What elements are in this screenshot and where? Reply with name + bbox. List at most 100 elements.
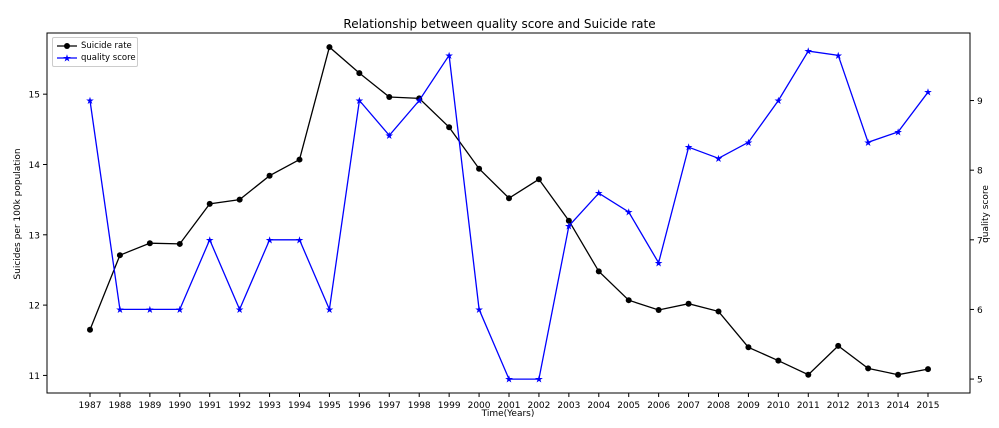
suicide-rate-point [296,156,303,163]
quality-score-point: ★ [355,96,364,107]
suicide-rate-point [745,344,752,351]
quality-score-point: ★ [415,96,424,107]
x-tick-label: 1996 [348,401,371,411]
quality-score-point: ★ [834,51,843,62]
x-tick-label: 2004 [587,401,610,411]
suicide-rate-point [895,371,902,378]
quality-score-point: ★ [265,235,274,246]
x-tick-label: 1992 [228,401,251,411]
x-tick-label: 1998 [408,401,431,411]
y-left-tick-label: 14 [29,161,41,171]
y-right-tick-label: 5 [977,376,983,386]
suicide-rate-point [535,176,542,183]
quality-score-point: ★ [894,127,903,138]
legend-line-circle-icon [57,43,77,49]
x-tick-label: 2013 [857,401,880,411]
quality-score-point: ★ [295,235,304,246]
quality-score-point: ★ [714,154,723,165]
x-tick-label: 1989 [138,401,161,411]
suicide-rate-point [506,195,512,202]
suicide-rate-point [446,124,453,131]
suicide-rate-point [865,365,872,372]
quality-score-point: ★ [774,96,783,107]
x-tick-label: 2002 [527,401,550,411]
x-tick-label: 2009 [737,401,760,411]
quality-score-point: ★ [864,138,873,149]
suicide-rate-point [116,252,123,259]
x-tick-label: 1995 [318,401,341,411]
quality-score-point: ★ [804,47,813,58]
quality-score-point: ★ [325,305,334,316]
y-right-tick-label: 8 [977,167,983,177]
y-right-tick-label: 7 [977,236,983,246]
suicide-rate-point [266,172,273,179]
quality-score-point: ★ [654,258,663,269]
chart-title: Relationship between quality score and S… [343,17,656,31]
y-right-tick-label: 9 [977,97,983,107]
quality-score-point: ★ [175,305,184,316]
quality-score-point: ★ [385,131,394,142]
x-tick-label: 2000 [468,401,491,411]
x-tick-label: 2008 [707,401,730,411]
y-axis-left-ticks: 11 12 13 14 15 [29,91,47,382]
legend-entry-quality-score: ★ quality score [57,52,136,64]
x-tick-label: 2010 [767,401,790,411]
suicide-rate-point [805,371,812,378]
legend-label-suicide-rate: Suicide rate [81,41,132,51]
suicide-rate-point [326,44,333,51]
y-left-tick-label: 15 [29,91,40,101]
x-axis-label: Time(Years) [481,409,535,419]
x-tick-label: 2012 [827,401,850,411]
y-axis-right-ticks: 5 6 7 8 9 [970,97,983,386]
quality-score-point: ★ [684,143,693,154]
x-tick-label: 2015 [917,401,940,411]
x-tick-label: 2003 [557,401,580,411]
suicide-rate-point [565,217,572,224]
legend-entry-suicide-rate: Suicide rate [57,40,132,52]
x-tick-label: 1999 [438,401,461,411]
suicide-rate-point [236,196,243,203]
quality-score-point: ★ [564,221,573,232]
y-left-tick-label: 13 [29,231,40,241]
x-tick-label: 1993 [258,401,281,411]
suicide-rate-point [386,93,393,100]
quality-score-point: ★ [624,207,633,218]
suicide-rate-point [595,268,602,275]
suicide-rate-point [835,342,842,349]
suicide-rate-point [625,297,632,304]
legend: Suicide rate ★ quality score [52,37,138,67]
suicide-rate-point [356,70,363,77]
series-line-quality-score [89,50,929,380]
legend-line-star-icon: ★ [57,54,77,64]
quality-score-point: ★ [445,51,454,62]
x-tick-label: 2006 [647,401,670,411]
y-left-tick-label: 11 [29,372,40,382]
suicide-rate-point [476,165,483,172]
quality-score-point: ★ [505,375,514,386]
x-tick-label: 2001 [498,401,521,411]
y-left-tick-label: 12 [29,302,40,312]
legend-label-quality-score: quality score [81,53,136,63]
suicide-rate-point [775,357,782,364]
quality-score-point: ★ [205,235,214,246]
quality-score-point: ★ [86,96,95,107]
y-right-tick-label: 6 [977,306,983,316]
suicide-rate-point [925,366,931,373]
x-tick-label: 1990 [168,401,191,411]
quality-score-point: ★ [115,305,124,316]
quality-score-point: ★ [145,305,154,316]
x-tick-label: 2014 [887,401,910,411]
suicide-rate-point [146,240,153,247]
suicide-rate-point [87,326,93,333]
quality-score-point: ★ [594,189,603,200]
quality-score-point: ★ [534,375,543,386]
x-tick-label: 1991 [198,401,221,411]
svg-text:★: ★ [63,54,72,64]
suicide-rate-point [715,308,722,315]
suicide-rate-point [685,300,692,307]
suicide-rate-point [176,240,183,247]
x-axis-ticks: 1987 1988 1989 1990 1991 1992 1993 1994 1995 1996… [79,393,940,411]
series-layer: ★ ★ ★ ★ ★ ★ ★ ★ ★ ★ ★ ★ ★ ★ ★ ★ ★ ★ ★ ★ ★ ★ ★ ★ ★ ★ ★ ★ ★ [86,44,933,386]
x-tick-label: 2005 [617,401,640,411]
